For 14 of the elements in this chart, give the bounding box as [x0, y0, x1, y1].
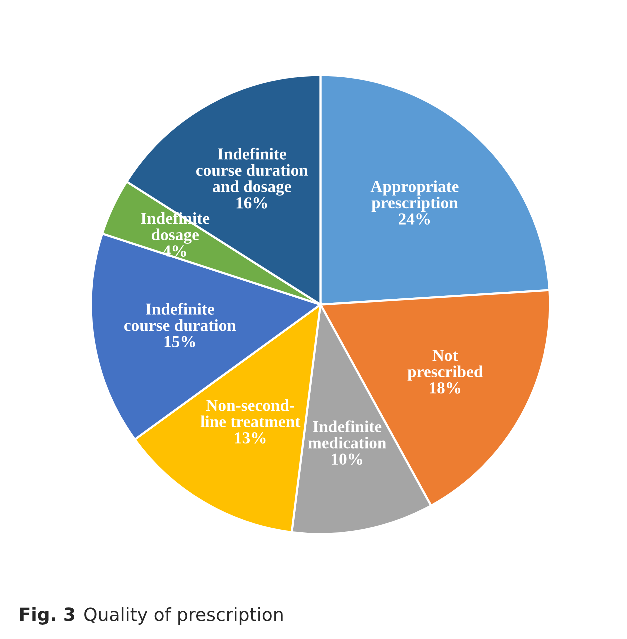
data-label: 15% [164, 336, 196, 348]
caption: Fig. 3 [20, 607, 75, 625]
data-label: 10% [332, 454, 362, 466]
slice-label: Not prescribed [408, 350, 484, 381]
slice-label: Appropriate prescription [370, 180, 459, 212]
data-label: 13% [235, 432, 266, 444]
data-label: 24% [399, 214, 430, 225]
text: Quality of prescription [84, 607, 283, 625]
slice-label: Indefinite course duration and dosage [196, 148, 308, 196]
slice-label: Indefinite course duration [124, 303, 236, 332]
data-label: 16% [236, 198, 268, 209]
slice-label: Non-second- line treatment [200, 399, 301, 428]
data-label: 18% [430, 382, 460, 394]
slice-label: Indefinite medication [308, 420, 386, 449]
